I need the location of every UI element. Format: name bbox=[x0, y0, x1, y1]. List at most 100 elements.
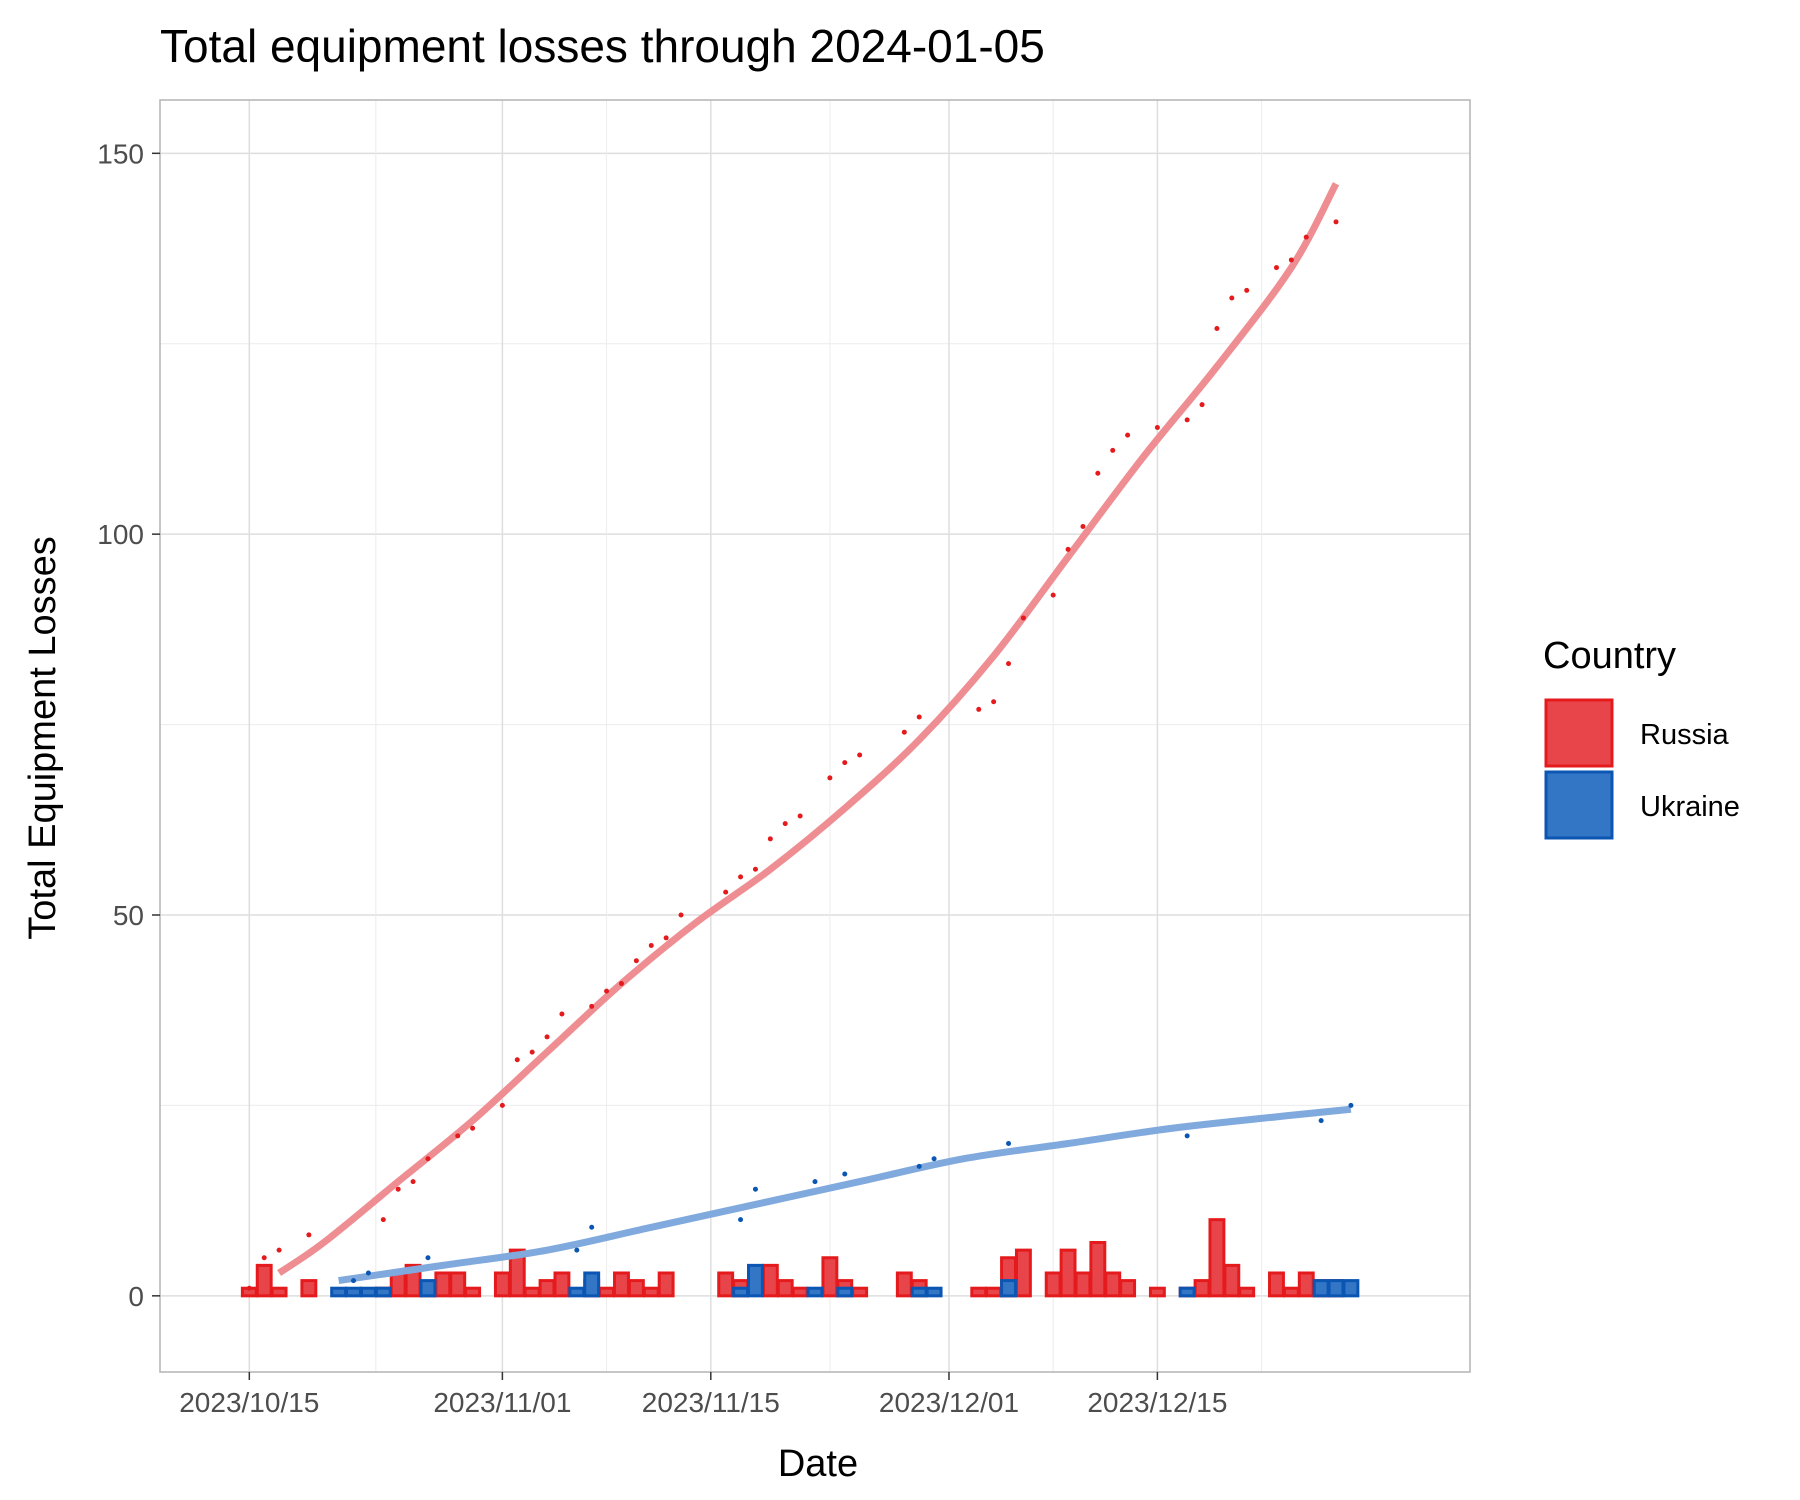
ukraine-cumulative-point bbox=[1184, 1133, 1190, 1139]
russia-cumulative-point bbox=[827, 775, 833, 781]
russia-daily-bar bbox=[523, 1286, 541, 1298]
russia-cumulative-point bbox=[1273, 265, 1279, 271]
ukraine-daily-bar bbox=[732, 1286, 750, 1298]
x-tick-label: 2023/11/01 bbox=[433, 1387, 571, 1418]
ukraine-daily-bar bbox=[1327, 1279, 1345, 1298]
russia-cumulative-point bbox=[1050, 592, 1056, 598]
axis-tick-labels: 0 50 100 150 2023/10/15 2023/11/01 2023/11/15 2… bbox=[97, 138, 1227, 1418]
russia-daily-bar bbox=[1119, 1279, 1137, 1298]
ukraine-daily-bar bbox=[374, 1286, 392, 1298]
ukraine-cumulative-point bbox=[351, 1278, 357, 1284]
russia-cumulative-point bbox=[797, 813, 803, 819]
legend-entries: Russia Ukraine bbox=[1544, 698, 1740, 840]
y-tick-label: 50 bbox=[113, 900, 144, 931]
russia-cumulative-point bbox=[261, 1255, 267, 1261]
ukraine-daily-bar bbox=[747, 1263, 764, 1298]
ukraine-daily-bar bbox=[419, 1279, 437, 1298]
russia-cumulative-point bbox=[857, 752, 863, 758]
ukraine-daily-bar bbox=[836, 1286, 854, 1298]
russia-cumulative-point bbox=[425, 1156, 431, 1162]
russia-daily-bar bbox=[449, 1271, 467, 1298]
x-tick-label: 2023/11/15 bbox=[642, 1387, 780, 1418]
russia-cumulative-point bbox=[842, 760, 848, 766]
russia-cumulative-point bbox=[618, 981, 624, 987]
russia-daily-bar bbox=[717, 1271, 735, 1298]
russia-daily-bar bbox=[1208, 1218, 1226, 1298]
russia-cumulative-point bbox=[1199, 402, 1205, 408]
russia-daily-bar bbox=[434, 1271, 452, 1298]
russia-daily-bar bbox=[255, 1263, 273, 1298]
russia-cumulative-point bbox=[1303, 234, 1309, 240]
ukraine-daily-bar bbox=[330, 1286, 348, 1298]
ukraine-daily-bar bbox=[1342, 1279, 1360, 1298]
russia-daily-bar bbox=[1238, 1286, 1256, 1298]
russia-cumulative-point bbox=[1288, 257, 1294, 263]
x-tick-label: 2023/10/15 bbox=[179, 1387, 319, 1418]
ukraine-trend-line bbox=[338, 1105, 1352, 1285]
ukraine-cumulative-point bbox=[574, 1247, 580, 1253]
russia-daily-bar bbox=[761, 1263, 779, 1298]
russia-daily-bar bbox=[538, 1279, 556, 1298]
ukraine-cumulative-point bbox=[738, 1217, 744, 1223]
russia-daily-bar bbox=[1297, 1271, 1315, 1298]
russia-daily-bar bbox=[627, 1279, 645, 1298]
ukraine-cumulative-point bbox=[1006, 1140, 1012, 1146]
russia-cumulative-point bbox=[589, 1003, 595, 1009]
russia-daily-bar bbox=[1148, 1286, 1166, 1298]
russia-trend-line bbox=[277, 182, 1340, 1276]
ukraine-cumulative-point bbox=[425, 1255, 431, 1261]
y-tick-label: 0 bbox=[128, 1281, 144, 1312]
russia-cumulative-point bbox=[1229, 295, 1235, 301]
russia-cumulative-point bbox=[410, 1179, 416, 1185]
russia-daily-bar bbox=[642, 1286, 660, 1298]
russia-cumulative-point bbox=[678, 912, 684, 918]
russia-cumulative-point bbox=[648, 942, 654, 948]
russia-cumulative-point bbox=[901, 729, 907, 735]
ukraine-daily-bar bbox=[925, 1286, 943, 1298]
russia-daily-bar bbox=[970, 1286, 988, 1298]
russia-cumulative-point bbox=[514, 1057, 520, 1063]
legend-label-russia: Russia bbox=[1640, 719, 1730, 751]
russia-daily-bar bbox=[613, 1271, 630, 1298]
trend-lines bbox=[277, 182, 1352, 1285]
ukraine-daily-bar bbox=[568, 1286, 586, 1298]
russia-cumulative-point bbox=[752, 866, 758, 872]
russia-daily-bar bbox=[851, 1286, 869, 1298]
russia-cumulative-point bbox=[1214, 326, 1220, 332]
russia-cumulative-point bbox=[544, 1034, 550, 1040]
russia-daily-bar bbox=[1014, 1248, 1032, 1298]
ukraine-daily-bar bbox=[359, 1286, 377, 1298]
russia-daily-bar bbox=[1282, 1286, 1300, 1298]
russia-cumulative-point bbox=[723, 889, 729, 895]
ukraine-daily-bar bbox=[1312, 1279, 1330, 1298]
russia-cumulative-point bbox=[246, 1285, 252, 1291]
russia-cumulative-point bbox=[1154, 425, 1160, 431]
russia-cumulative-point bbox=[991, 699, 997, 705]
russia-daily-bar bbox=[895, 1271, 913, 1298]
russia-cumulative-point bbox=[395, 1186, 401, 1192]
russia-cumulative-point bbox=[916, 714, 922, 720]
ukraine-cumulative-point bbox=[1348, 1102, 1354, 1108]
russia-daily-bar bbox=[270, 1286, 288, 1298]
russia-daily-bar bbox=[1059, 1248, 1077, 1298]
russia-daily-bar bbox=[1089, 1241, 1107, 1298]
russia-daily-bar bbox=[598, 1286, 616, 1298]
russia-cumulative-point bbox=[767, 836, 773, 842]
legend-label-ukraine: Ukraine bbox=[1640, 791, 1740, 823]
russia-daily-bar bbox=[553, 1271, 571, 1298]
legend-key-ukraine bbox=[1544, 770, 1614, 840]
russia-daily-bar bbox=[1044, 1271, 1062, 1298]
russia-cumulative-point bbox=[470, 1125, 476, 1131]
russia-cumulative-point bbox=[1080, 524, 1086, 530]
russia-cumulative-point bbox=[455, 1133, 461, 1139]
russia-daily-bar bbox=[1074, 1271, 1092, 1298]
russia-daily-bar bbox=[1104, 1271, 1122, 1298]
russia-daily-bar bbox=[776, 1279, 794, 1298]
russia-cumulative-point bbox=[1244, 287, 1250, 293]
russia-cumulative-point bbox=[499, 1102, 505, 1108]
ukraine-cumulative-point bbox=[812, 1179, 818, 1185]
russia-daily-bar bbox=[493, 1271, 511, 1298]
russia-daily-bar bbox=[1193, 1279, 1211, 1298]
russia-cumulative-point bbox=[604, 988, 610, 994]
russia-cumulative-point bbox=[1184, 417, 1190, 423]
